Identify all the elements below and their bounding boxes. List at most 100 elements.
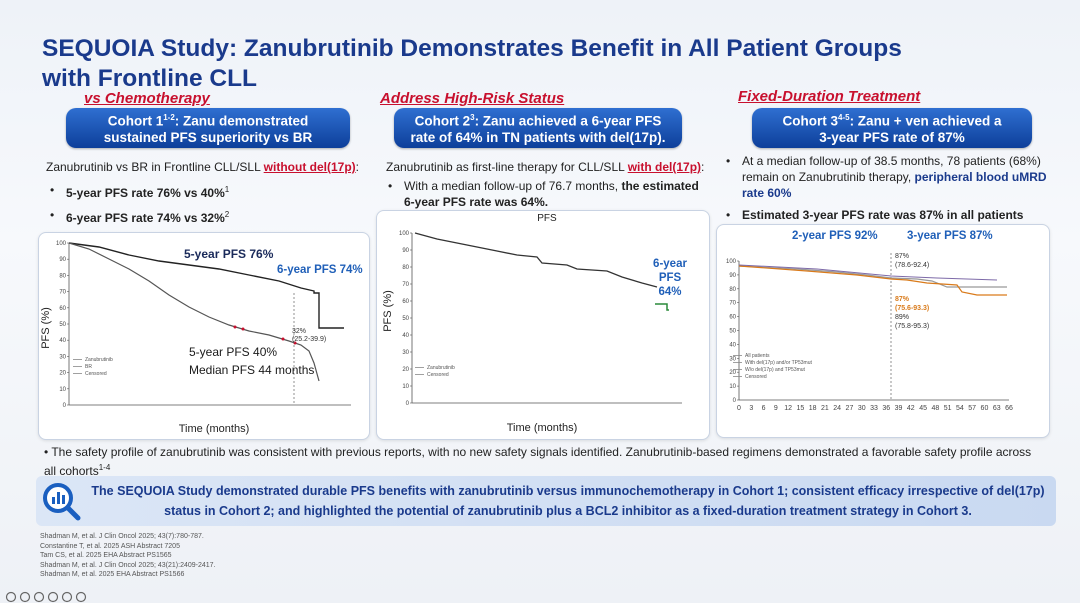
y-tick-label: 90 [402, 248, 409, 254]
text-run: 1-4 [98, 463, 111, 472]
x-tick-label: 21 [821, 405, 829, 412]
chart-box: 0 10 20 30 40 50 60 70 80 90 100 PFS (%) Time (month… [376, 210, 710, 440]
title-line: SEQUOIA Study: Zanubrutinib Demonstrates… [42, 35, 902, 62]
header-line: sustained PFS superiority vs BR [66, 130, 350, 146]
text-run: 4-5 [838, 113, 850, 122]
x-tick-label: 66 [1005, 405, 1013, 412]
km-chart: 0 10 20 30 40 50 60 70 80 90 100 PFS (%) Time (month… [382, 213, 687, 434]
y-axis-label: PFS (%) [40, 307, 52, 349]
x-tick-label: 30 [858, 405, 866, 412]
legend-label: BR [85, 364, 92, 370]
y-tick-label: 70 [59, 290, 66, 296]
y-tick-label: 10 [402, 384, 409, 390]
x-tick-label: 24 [833, 405, 841, 412]
y-tick-label: 90 [729, 273, 736, 279]
curve-all [738, 265, 1007, 288]
bullet: 5-year PFS rate 76% vs 40%1 [46, 182, 366, 201]
text-run: : Zanu achieved a 6-year PFS [474, 113, 662, 129]
summary-box [36, 476, 1056, 526]
chart-box: 0 10 20 30 40 50 60 70 80 90 100 PFS (%) Time (month… [38, 232, 370, 440]
curve-br [68, 242, 320, 382]
y-tick-label: 0 [406, 401, 410, 407]
x-tick-label: 63 [993, 405, 1001, 412]
reference: Shadman M, et al. J Clin Oncol 2025; 43(… [40, 533, 204, 540]
text-run: Cohort 1 [107, 113, 164, 129]
reference: Shadman M, et al. J Clin Oncol 2025; 43(… [40, 561, 216, 569]
references: Shadman M, et al. J Clin Oncol 2025; 43(… [40, 532, 216, 580]
text-run: Zanubrutinib as first-line therapy for C… [386, 160, 628, 174]
legend-label: Censored [85, 371, 107, 377]
x-tick-label: 54 [956, 405, 964, 412]
text-run: sustained PFS superiority vs BR [103, 129, 313, 145]
y-tick-label: 40 [402, 333, 409, 339]
intro: Zanubrutinib as first-line therapy for C… [386, 160, 704, 174]
search-icon [43, 483, 81, 521]
text-run: peripheral blood uMRD rate 60% [742, 170, 1047, 200]
x-tick-label: 6 [762, 405, 766, 412]
bullet-list: 5-year PFS rate 76% vs 40%1 6-year PFS ra… [46, 182, 366, 232]
header-line: Cohort 23: Zanu achieved a 6-year PFS [394, 110, 682, 130]
text-run: rate of 64% in TN patients with del(17p)… [410, 129, 666, 145]
curve-zanubrutinib [68, 242, 344, 329]
annotation: 6-year PFS 74% [277, 264, 363, 276]
curve-zanubrutinib [414, 232, 658, 288]
curve-tail [655, 303, 669, 311]
text-run: : [701, 160, 705, 174]
y-tick-label: 60 [402, 299, 409, 305]
y-tick-label: 20 [59, 371, 66, 377]
text-run: 1-2 [163, 113, 175, 122]
x-tick-label: 27 [846, 405, 854, 412]
text-run: At a median follow-up of 38.5 months, 78… [742, 154, 1041, 184]
panel-label: vs Chemotherapy [84, 90, 210, 107]
x-tick-label: 48 [931, 405, 939, 412]
bullet: At a median follow-up of 38.5 months, 78… [722, 153, 1052, 201]
header-line: rate of 64% in TN patients with del(17p)… [394, 130, 682, 146]
y-tick-label: 30 [402, 350, 409, 356]
y-tick-label: 50 [729, 329, 736, 335]
y-tick-label: 40 [59, 338, 66, 344]
summary-text: The SEQUOIA Study demonstrated durable P… [91, 484, 1045, 518]
y-tick-label: 40 [729, 342, 736, 348]
header-line: 3-year PFS rate of 87% [752, 130, 1032, 146]
footer-bullet: • The safety profile of zanubrutinib was… [44, 445, 1032, 478]
text-run: With a median follow-up of 76.7 months, [404, 179, 622, 193]
y-tick-label: 0 [63, 403, 67, 409]
y-tick-label: 50 [402, 316, 409, 322]
cohort-header: Cohort 11-2: Zanu demonstrated sustained … [66, 108, 350, 148]
y-tick-label: 60 [59, 306, 66, 312]
annotation: 5-year PFS 76% [184, 247, 274, 261]
annotation: (78.6-92.4) [895, 262, 929, 269]
annotation: (25.2-39.9) [292, 336, 326, 343]
slide-title: SEQUOIA Study: Zanubrutinib Demonstrates… [42, 34, 1052, 94]
y-tick-label: 100 [56, 241, 67, 247]
annotation: PFS [659, 272, 682, 284]
legend-label: Zanubrutinib [427, 365, 455, 371]
y-tick-label: 50 [59, 322, 66, 328]
x-tick-label: 18 [809, 405, 817, 412]
annotation: 64% [658, 286, 681, 298]
text-run: 2 [224, 210, 230, 219]
bullet: 6-year PFS rate 74% vs 32%2 [46, 207, 366, 226]
x-tick-label: 36 [882, 405, 890, 412]
chart-title: PFS [537, 213, 557, 224]
header-line: Cohort 11-2: Zanu demonstrated [66, 110, 350, 130]
x-tick-label: 9 [774, 405, 778, 412]
text-run: Estimated 3-year PFS rate was 87% in all… [742, 208, 1024, 222]
curve-no-del17p [738, 264, 998, 281]
x-tick-label: 57 [968, 405, 976, 412]
km-chart: 0 10 20 30 40 50 60 70 80 90 100 PFS (%) Time (month… [40, 241, 363, 435]
intro: Zanubrutinib vs BR in Frontline CLL/SLL … [46, 160, 359, 174]
text-run: the estimated 6-year PFS rate was 64%. [404, 179, 699, 209]
y-tick-label: 80 [402, 265, 409, 271]
chart-box: 0 10 20 30 40 50 60 70 80 90 100 0 3 6 9 12 15 18 21 24 27 30… [716, 224, 1050, 438]
legend-label: W/o del(17p) and TP53mut [745, 367, 806, 373]
y-tick-label: 60 [729, 315, 736, 321]
legend-label: Censored [427, 372, 449, 378]
panel-label: Address High-Risk Status [380, 90, 565, 107]
x-tick-label: 60 [981, 405, 989, 412]
reference: Tam CS, et al. 2025 EHA Abstract PS1565 [40, 552, 172, 559]
toolbar[interactable] [4, 590, 104, 603]
annotation: 87% [895, 296, 910, 303]
y-tick-label: 100 [726, 259, 737, 265]
